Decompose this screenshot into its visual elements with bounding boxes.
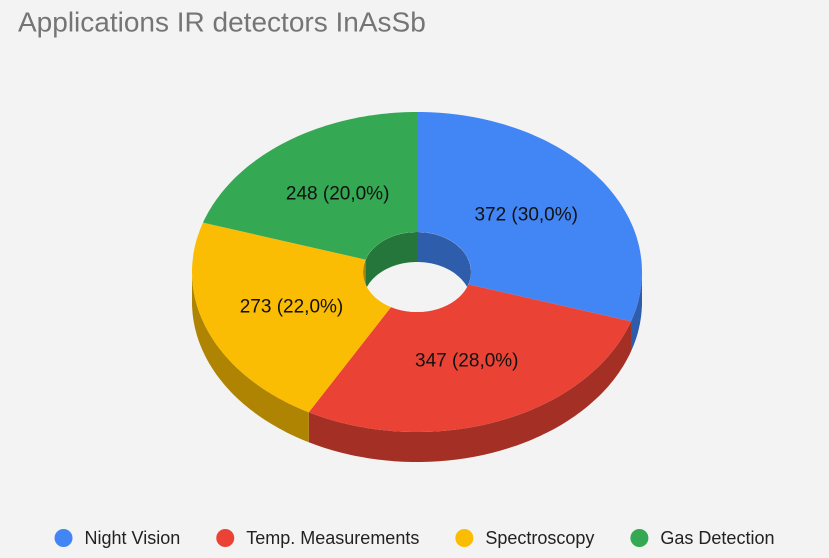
slice-side: [192, 272, 309, 443]
data-label: 372 (30,0%): [474, 205, 578, 226]
inner-wall-segment: [417, 232, 471, 302]
data-label: 248 (20,0%): [286, 183, 390, 204]
inner-wall-segment: [365, 232, 417, 290]
slice: [203, 112, 417, 260]
data-label: 347 (28,0%): [415, 350, 519, 371]
data-label: 273 (22,0%): [240, 296, 344, 317]
legend-marker: [455, 529, 474, 547]
legend-label: Temp. Measurements: [246, 528, 419, 548]
legend-marker: [54, 529, 73, 547]
slice-side: [308, 321, 631, 462]
slice: [417, 112, 642, 322]
legend-label: Spectroscopy: [485, 528, 594, 548]
slice: [192, 222, 391, 413]
legend-marker: [216, 529, 235, 547]
legend-label: Night Vision: [85, 528, 181, 548]
slice-side: [631, 272, 642, 352]
legend-marker: [630, 529, 649, 547]
slice: [308, 284, 631, 432]
chart-title: Applications IR detectors InAsSb: [18, 6, 426, 37]
legend-label: Gas Detection: [660, 528, 774, 548]
